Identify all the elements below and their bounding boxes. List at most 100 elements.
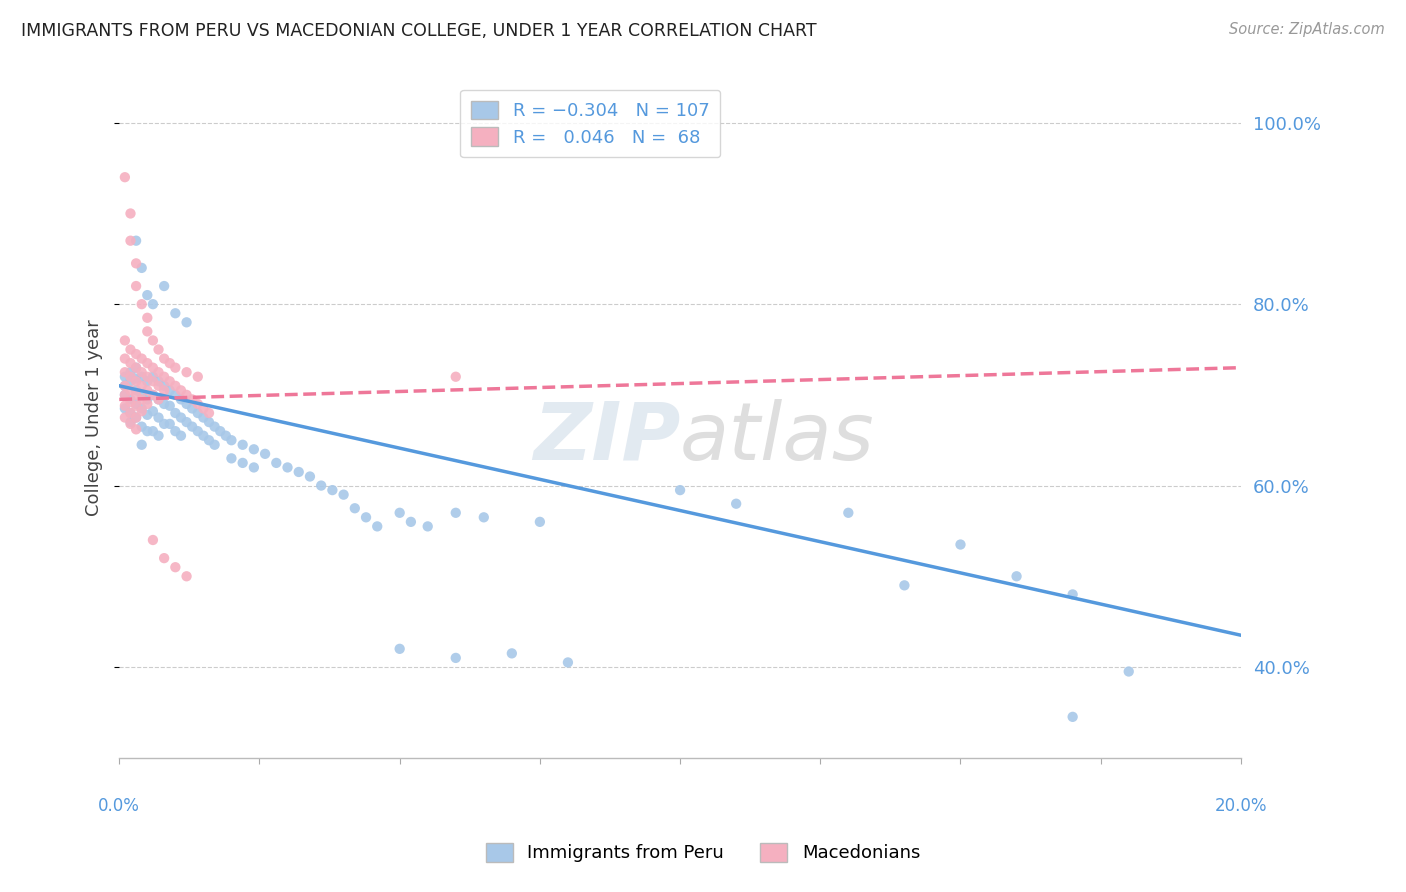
Point [148, 392, 170, 407]
Point [176, 388, 198, 402]
Point [165, 560, 187, 574]
Point [114, 388, 136, 402]
Point [165, 306, 187, 320]
Point [114, 379, 136, 393]
Point [232, 438, 254, 452]
Point [131, 297, 153, 311]
Point [136, 424, 159, 438]
Point [120, 392, 142, 407]
Point [153, 369, 176, 384]
Text: Source: ZipAtlas.com: Source: ZipAtlas.com [1229, 22, 1385, 37]
Point [159, 374, 181, 388]
Point [120, 406, 142, 420]
Point [287, 465, 309, 479]
Point [1118, 665, 1140, 679]
Point [136, 392, 159, 407]
Point [114, 399, 136, 413]
Point [120, 356, 142, 370]
Point [165, 379, 187, 393]
Point [159, 399, 181, 413]
Point [529, 515, 551, 529]
Point [136, 356, 159, 370]
Point [204, 438, 226, 452]
Point [131, 379, 153, 393]
Point [153, 397, 176, 411]
Point [148, 365, 170, 379]
Point [142, 374, 165, 388]
Point [131, 419, 153, 434]
Point [148, 410, 170, 425]
Point [321, 483, 343, 497]
Point [181, 392, 204, 407]
Point [131, 438, 153, 452]
Point [444, 506, 467, 520]
Point [142, 369, 165, 384]
Point [1005, 569, 1028, 583]
Point [136, 369, 159, 384]
Point [125, 388, 148, 402]
Point [114, 369, 136, 384]
Point [120, 415, 142, 429]
Point [165, 360, 187, 375]
Point [142, 388, 165, 402]
Point [125, 256, 148, 270]
Point [114, 388, 136, 402]
Point [187, 424, 209, 438]
Point [176, 415, 198, 429]
Point [148, 379, 170, 393]
Point [131, 365, 153, 379]
Point [893, 578, 915, 592]
Point [142, 404, 165, 418]
Point [444, 651, 467, 665]
Point [187, 406, 209, 420]
Point [153, 279, 176, 293]
Point [136, 384, 159, 398]
Point [243, 442, 266, 457]
Point [125, 234, 148, 248]
Point [125, 279, 148, 293]
Point [142, 297, 165, 311]
Point [114, 410, 136, 425]
Point [165, 406, 187, 420]
Point [309, 478, 332, 492]
Point [165, 424, 187, 438]
Point [136, 310, 159, 325]
Point [125, 397, 148, 411]
Point [1062, 587, 1084, 601]
Point [204, 419, 226, 434]
Y-axis label: College, Under 1 year: College, Under 1 year [86, 319, 103, 516]
Point [221, 451, 243, 466]
Point [153, 417, 176, 431]
Point [153, 384, 176, 398]
Point [472, 510, 495, 524]
Text: 20.0%: 20.0% [1215, 797, 1267, 814]
Point [187, 369, 209, 384]
Point [354, 510, 377, 524]
Point [170, 410, 193, 425]
Point [114, 379, 136, 393]
Point [165, 388, 187, 402]
Point [176, 365, 198, 379]
Point [501, 646, 523, 660]
Point [120, 234, 142, 248]
Point [243, 460, 266, 475]
Point [198, 415, 221, 429]
Point [332, 488, 354, 502]
Point [120, 365, 142, 379]
Point [120, 417, 142, 431]
Point [215, 428, 238, 442]
Point [114, 351, 136, 366]
Point [388, 641, 411, 656]
Point [176, 397, 198, 411]
Legend: Immigrants from Peru, Macedonians: Immigrants from Peru, Macedonians [478, 836, 928, 870]
Point [131, 369, 153, 384]
Point [136, 325, 159, 339]
Point [193, 401, 215, 416]
Point [153, 351, 176, 366]
Point [114, 170, 136, 185]
Point [125, 371, 148, 385]
Point [125, 384, 148, 398]
Point [125, 410, 148, 425]
Point [131, 401, 153, 416]
Point [298, 469, 321, 483]
